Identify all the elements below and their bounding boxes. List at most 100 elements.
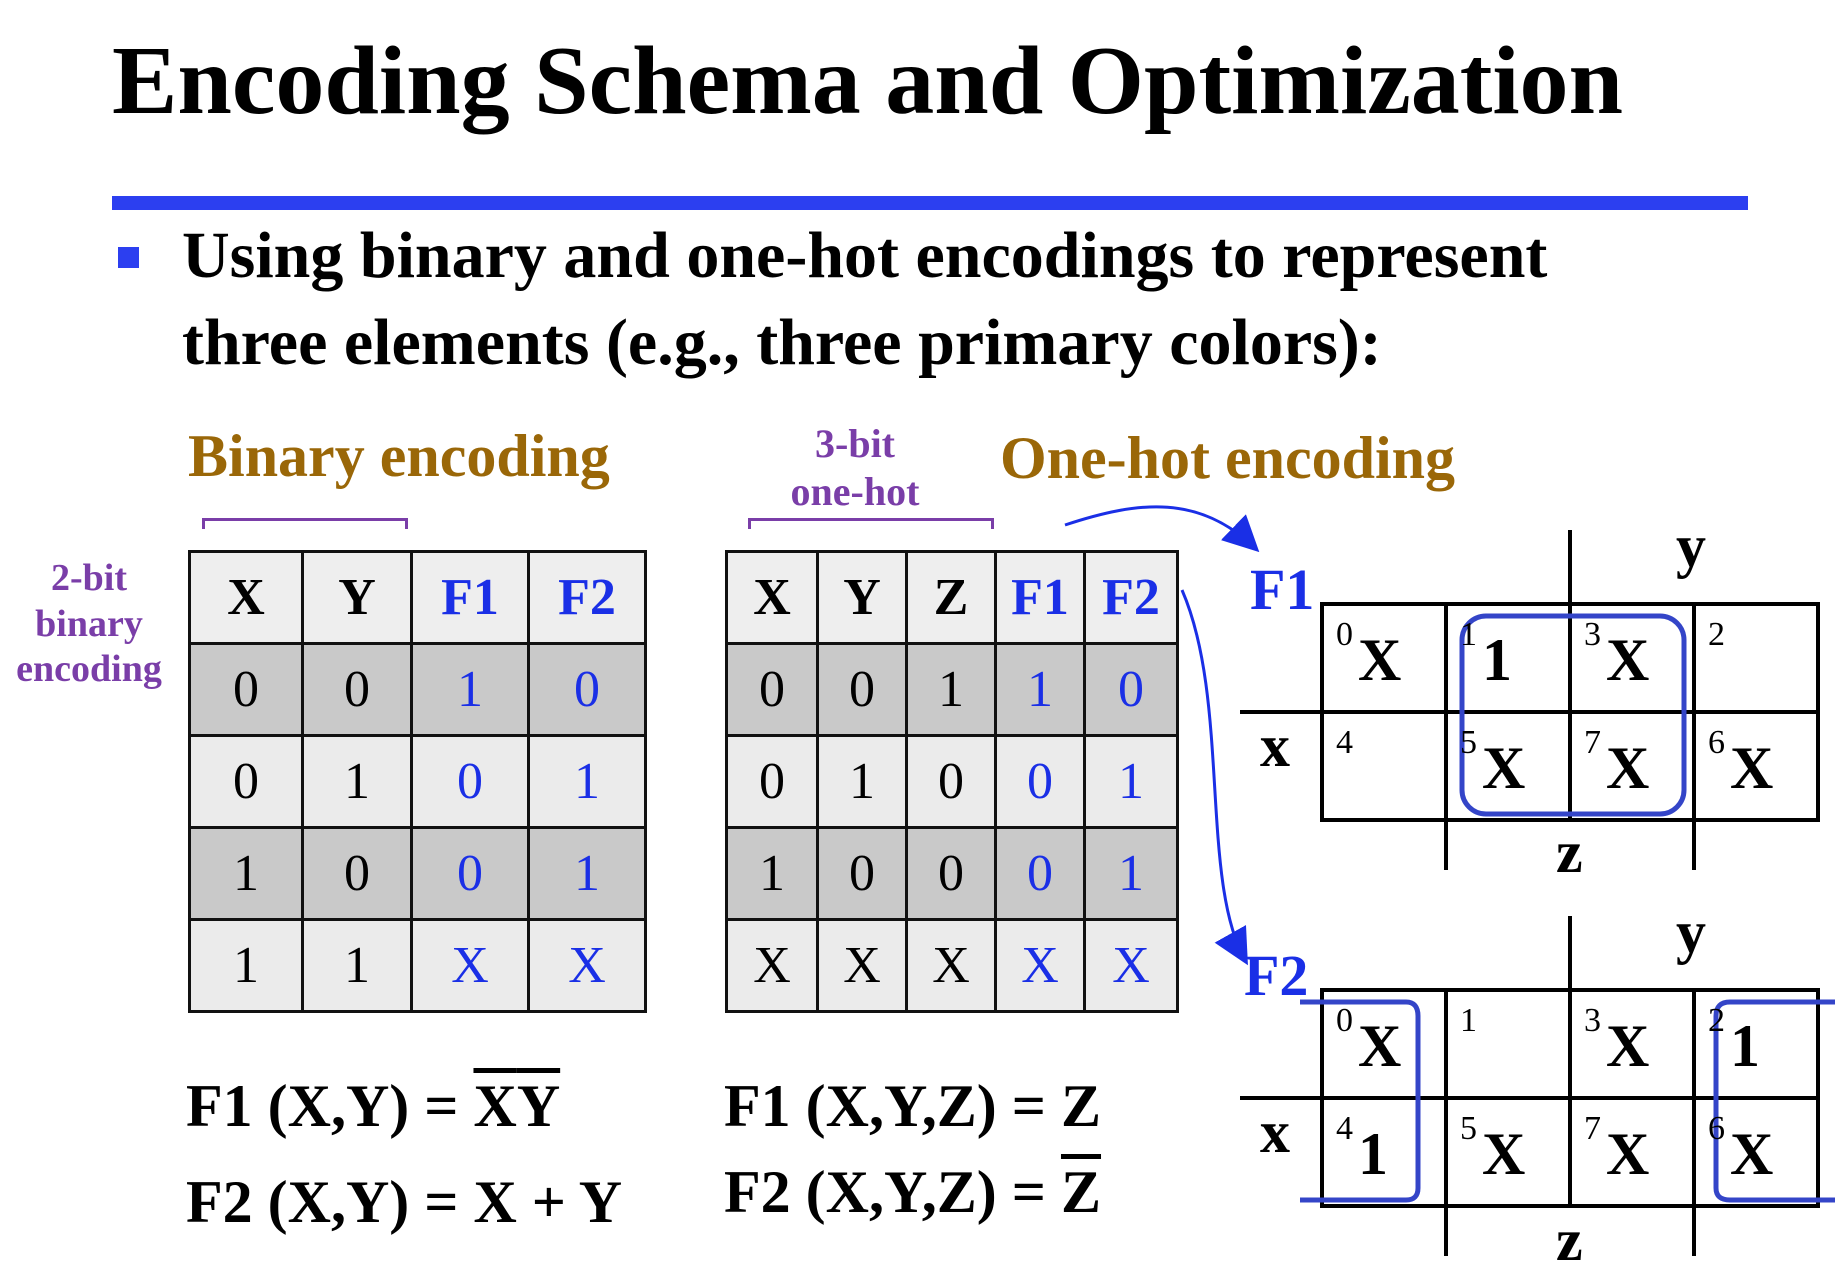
table-row: 1 0 0 0 1 <box>725 826 1179 921</box>
kmap-f1-var-y: y <box>1676 513 1706 579</box>
cell: X <box>816 918 908 1013</box>
cell: 1 <box>301 918 413 1013</box>
onehot-encoding-heading: One-hot encoding <box>1000 425 1456 491</box>
kmap-f2-var-y: y <box>1676 899 1706 965</box>
header-f2: F2 <box>527 550 647 645</box>
table-header-row: X Y F1 F2 <box>188 550 647 645</box>
kmap-f2-label: F2 <box>1244 943 1309 1008</box>
arrow-to-f2-kmap <box>1180 589 1248 966</box>
minterm-index: 1 <box>1460 616 1477 653</box>
cell: X <box>410 918 530 1013</box>
bullet-marker <box>118 247 139 268</box>
table-row: 0 0 1 0 <box>188 642 647 737</box>
arrow-to-f1-kmap <box>1064 505 1260 553</box>
cell-value: 1 <box>1730 1013 1760 1079</box>
cell: 1 <box>725 826 819 921</box>
binary-eq-f2: F2 (X,Y) = X + Y <box>186 1169 623 1235</box>
cell: X <box>725 918 819 1013</box>
cell: 1 <box>816 734 908 829</box>
kmap-f1-group <box>1459 613 1687 817</box>
binary-encoding-heading: Binary encoding <box>188 423 610 489</box>
cell-value: X <box>1730 735 1774 801</box>
cell: 0 <box>994 734 1086 829</box>
cell: 1 <box>188 826 304 921</box>
side-label-line: 2-bit <box>51 557 127 599</box>
kmap-f2-var-z: z <box>1556 1207 1583 1273</box>
kmap-cell: 4 <box>1322 712 1446 820</box>
kmap-f2-group-right <box>1713 999 1835 1203</box>
minterm-index: 0 <box>1336 616 1353 653</box>
kmap-f2-group-left <box>1300 999 1421 1203</box>
minterm-index: 5 <box>1460 1110 1477 1147</box>
eq-lhs: F2 (X,Y,Z) = <box>724 1159 1061 1225</box>
cell-value: X <box>1482 735 1526 801</box>
kmap-f1-var-x: x <box>1260 713 1290 779</box>
cell: 1 <box>410 642 530 737</box>
cell-value: X <box>1358 627 1402 693</box>
onehot-brace-label: 3-bit one-hot <box>770 420 940 516</box>
cell: 1 <box>188 918 304 1013</box>
header-x: X <box>188 550 304 645</box>
cell: 0 <box>301 642 413 737</box>
eq-complement-x: X <box>473 1073 517 1139</box>
binary-eq-f1: F1 (X,Y) = XY <box>186 1072 560 1141</box>
cell-value: X <box>1730 1121 1774 1187</box>
header-f1: F1 <box>994 550 1086 645</box>
cell: 0 <box>725 642 819 737</box>
table-header-row: X Y Z F1 F2 <box>725 550 1179 645</box>
kmap-f1-label: F1 <box>1250 557 1315 622</box>
minterm-index: 2 <box>1708 616 1725 653</box>
eq-lhs: F1 (X,Y) = <box>186 1073 474 1139</box>
cell-value: X <box>1606 735 1650 801</box>
kmap-cell: 1 <box>1446 990 1570 1098</box>
cell: 1 <box>994 642 1086 737</box>
cell: 1 <box>527 826 647 921</box>
cell: 1 <box>301 734 413 829</box>
onehot-eq-f2: F2 (X,Y,Z) = Z <box>724 1158 1101 1227</box>
header-z: Z <box>905 550 997 645</box>
cell-value: X <box>1358 1013 1402 1079</box>
bullet-text-line1: Using binary and one-hot encodings to re… <box>182 219 1548 292</box>
minterm-index: 7 <box>1584 1110 1601 1147</box>
cell: 0 <box>725 734 819 829</box>
side-label-line: encoding <box>16 648 162 691</box>
table-row: X X X X X <box>725 918 1179 1013</box>
eq-complement-y: Y <box>516 1073 561 1139</box>
cell: 1 <box>1083 734 1179 829</box>
header-f2: F2 <box>1083 550 1179 645</box>
header-f1: F1 <box>410 550 530 645</box>
table-row: 0 0 1 1 0 <box>725 642 1179 737</box>
cell-value: X <box>1606 627 1650 693</box>
cell: 0 <box>1083 642 1179 737</box>
cell: 1 <box>1083 826 1179 921</box>
cell: 0 <box>994 826 1086 921</box>
cell: 0 <box>301 826 413 921</box>
cell: X <box>905 918 997 1013</box>
slide-title: Encoding Schema and Optimization <box>112 27 1624 135</box>
minterm-index: 3 <box>1584 1002 1601 1039</box>
cell-value: X <box>1606 1121 1650 1187</box>
kmap-f2-var-x: x <box>1260 1099 1290 1165</box>
minterm-index: 5 <box>1460 724 1477 761</box>
cell: 0 <box>816 642 908 737</box>
cell-value: 1 <box>1358 1121 1388 1187</box>
kmap-f1-grid <box>1240 530 1820 870</box>
cell: 0 <box>410 734 530 829</box>
binary-side-label: 2-bit binary encoding <box>0 556 178 693</box>
cell: 1 <box>905 642 997 737</box>
cell-value: 1 <box>1482 627 1512 693</box>
cell: X <box>1083 918 1179 1013</box>
cell: 0 <box>188 734 304 829</box>
